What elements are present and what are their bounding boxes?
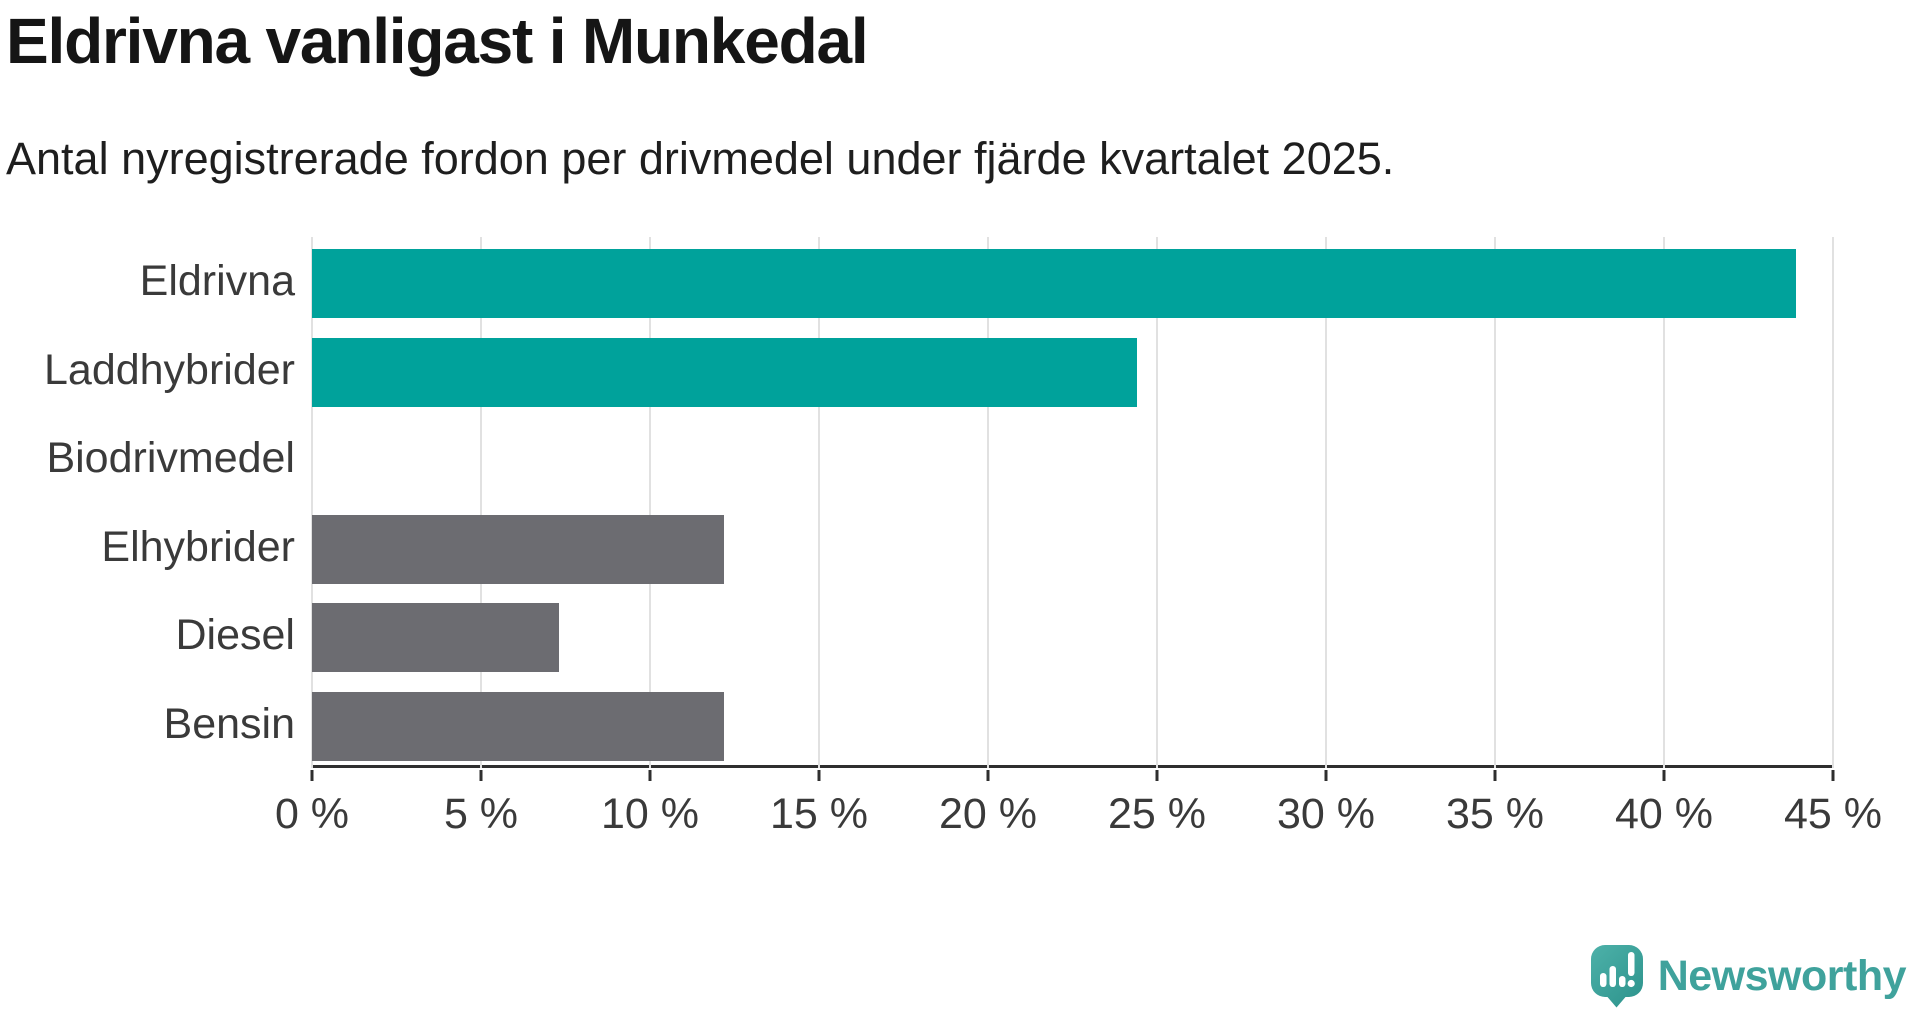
gridline (649, 237, 651, 768)
axis-tick (479, 770, 483, 781)
plot-area: 0 % 5 % 10 % 15 % 20 % 25 % 30 % 35 % 40 % 45 % (275, 237, 1882, 838)
newsworthy-logo-icon (1590, 944, 1643, 1007)
axis-tick-label: 15 % (769, 790, 869, 838)
bar-eldrivna (312, 249, 1796, 318)
axis-tick (1493, 770, 1497, 781)
category-label: Diesel (175, 611, 296, 659)
gridline (987, 237, 989, 768)
bar-bensin (312, 691, 725, 761)
axis-tick-label: 35 % (1445, 790, 1545, 838)
axis-tick (1662, 770, 1666, 781)
axis-tick-label: 30 % (1276, 790, 1376, 838)
bar-laddhybrider (312, 337, 1137, 407)
bar-elhybrider (312, 514, 725, 584)
axis-tick (1155, 770, 1159, 781)
axis-tick-label: 0 % (274, 790, 350, 838)
category-label: Laddhybrider (43, 345, 295, 394)
axis-tick-label: 45 % (1783, 790, 1883, 838)
bar-row (312, 237, 1833, 326)
axis-tick-label: 5 % (443, 790, 519, 838)
category-label: Elhybrider (101, 522, 295, 571)
brand-footer: Newsworthy (1590, 944, 1907, 1008)
category-label: Bensin (163, 699, 295, 748)
axis-tick-label: 40 % (1614, 790, 1714, 838)
axis-tick (648, 770, 652, 781)
category-label: Biodrivmedel (46, 434, 295, 482)
bar-row (312, 591, 1833, 680)
axis-tick-label: 20 % (938, 790, 1038, 838)
gridline (818, 237, 820, 768)
axis-tick (986, 770, 990, 781)
axis-tick-label: 10 % (600, 790, 700, 838)
chart-title: Eldrivna vanligast i Munkedal (6, 5, 869, 77)
gridline (1663, 237, 1665, 768)
bar-row (312, 326, 1833, 415)
axis-tick (1324, 770, 1328, 781)
axis-tick (817, 770, 821, 781)
brand-name: Newsworthy (1657, 952, 1907, 1000)
bar-rows (312, 237, 1833, 768)
bar-chart: Eldrivna Laddhybrider Biodrivmedel Elhybrid… (0, 237, 1920, 857)
axis-tick (1831, 770, 1835, 781)
category-label: Eldrivna (139, 257, 295, 305)
bar-diesel (312, 603, 559, 672)
gridline (1832, 237, 1834, 768)
gridline (1494, 237, 1496, 768)
gridline (1156, 237, 1158, 768)
bar-row (312, 680, 1833, 769)
gridline (1325, 237, 1327, 768)
axis-tick-label: 25 % (1107, 790, 1207, 838)
axis-tick (310, 770, 314, 781)
bar-row (312, 503, 1833, 592)
bar-row (312, 414, 1833, 503)
category-axis: Eldrivna Laddhybrider Biodrivmedel Elhybrid… (0, 237, 295, 768)
chart-subtitle: Antal nyregistrerade fordon per drivmede… (6, 133, 1395, 184)
gridline (480, 237, 482, 768)
gridline (311, 237, 313, 768)
